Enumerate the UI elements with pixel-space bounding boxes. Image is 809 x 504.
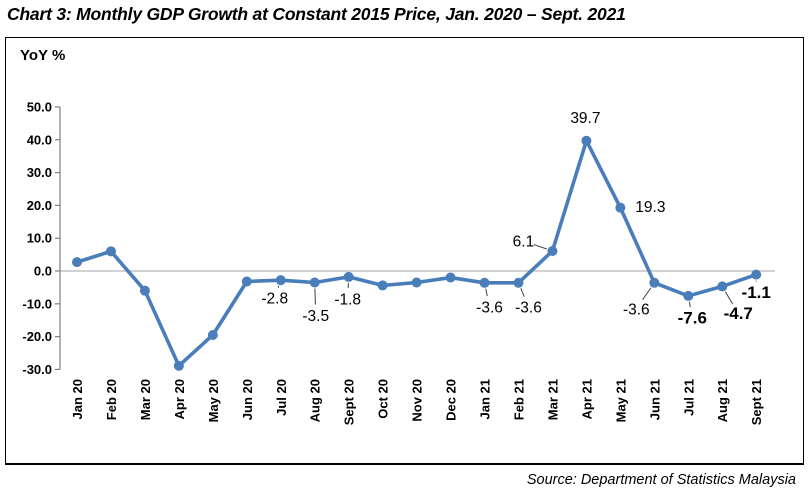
svg-text:Jun 21: Jun 21 (647, 379, 662, 420)
svg-text:Apr 20: Apr 20 (172, 379, 187, 419)
svg-text:-20.0: -20.0 (22, 329, 52, 344)
svg-text:50.0: 50.0 (27, 99, 52, 114)
svg-text:-4.7: -4.7 (724, 304, 753, 323)
svg-text:-10.0: -10.0 (22, 296, 52, 311)
svg-text:Dec 20: Dec 20 (444, 379, 459, 421)
svg-text:6.1: 6.1 (513, 233, 535, 250)
svg-text:Sept 20: Sept 20 (342, 379, 357, 425)
svg-text:-3.6: -3.6 (623, 301, 650, 318)
svg-text:-2.8: -2.8 (261, 291, 288, 308)
svg-text:-30.0: -30.0 (22, 362, 52, 377)
svg-text:Sept 21: Sept 21 (749, 379, 764, 425)
svg-text:May 20: May 20 (206, 379, 221, 422)
svg-text:Mar 21: Mar 21 (545, 379, 560, 420)
svg-text:-1.8: -1.8 (334, 291, 361, 308)
svg-text:Apr 21: Apr 21 (579, 379, 594, 419)
gdp-growth-line-chart: 50.0 40.0 30.0 20.0 10.0 0.0 -10.0 -20.0 -30.0 Ja… (22, 99, 775, 425)
svg-text:40.0: 40.0 (27, 132, 52, 147)
svg-text:-3.6: -3.6 (476, 299, 503, 316)
svg-text:Jan 20: Jan 20 (70, 379, 85, 419)
chart-frame: YoY % 50.0 40.0 30.0 20.0 10.0 0.0 -10.0 -20.0 -… (5, 37, 804, 465)
svg-text:Mar 20: Mar 20 (138, 379, 153, 420)
svg-text:0.0: 0.0 (34, 264, 52, 279)
svg-text:Jul 20: Jul 20 (274, 379, 289, 416)
svg-text:20.0: 20.0 (27, 198, 52, 213)
source-attribution: Source: Department of Statistics Malaysi… (526, 472, 796, 488)
svg-text:Oct 20: Oct 20 (376, 379, 391, 419)
svg-text:Aug 20: Aug 20 (308, 379, 323, 422)
svg-text:Jun 20: Jun 20 (240, 379, 255, 420)
svg-text:-3.5: -3.5 (302, 308, 329, 325)
svg-text:Feb 21: Feb 21 (511, 379, 526, 420)
svg-text:Nov 20: Nov 20 (410, 379, 425, 422)
svg-text:Feb 20: Feb 20 (104, 379, 119, 420)
svg-text:10.0: 10.0 (27, 231, 52, 246)
svg-text:-7.6: -7.6 (678, 308, 707, 327)
svg-text:Aug 21: Aug 21 (715, 379, 730, 422)
svg-text:-1.1: -1.1 (742, 283, 771, 302)
y-axis-unit-label: YoY % (20, 47, 66, 64)
svg-text:Jul 21: Jul 21 (681, 379, 696, 416)
svg-text:Jan 21: Jan 21 (478, 379, 493, 419)
svg-text:39.7: 39.7 (570, 110, 600, 127)
svg-text:May 21: May 21 (613, 379, 628, 422)
svg-text:30.0: 30.0 (27, 165, 52, 180)
page-title: Chart 3: Monthly GDP Growth at Constant … (7, 4, 626, 24)
svg-text:19.3: 19.3 (635, 199, 665, 216)
svg-text:-3.6: -3.6 (515, 299, 542, 316)
